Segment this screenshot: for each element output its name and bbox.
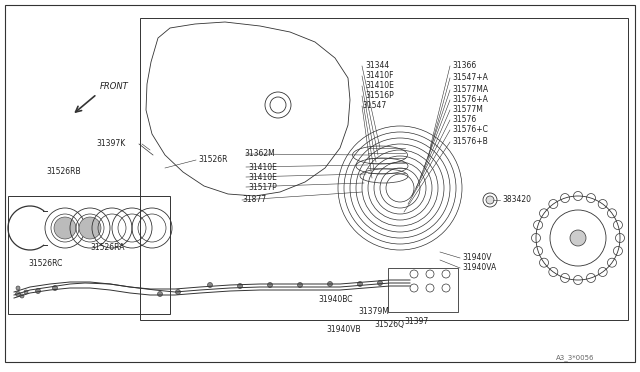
Text: 31940V: 31940V <box>462 253 492 263</box>
Text: 31526RB: 31526RB <box>46 167 81 176</box>
Text: 31397K: 31397K <box>96 140 125 148</box>
Bar <box>140 18 628 320</box>
Text: 31410E: 31410E <box>248 173 277 182</box>
Text: 31877: 31877 <box>242 196 266 205</box>
Text: 31517P: 31517P <box>248 183 276 192</box>
Circle shape <box>358 282 362 286</box>
Circle shape <box>268 282 273 288</box>
Text: 31547: 31547 <box>362 102 387 110</box>
Circle shape <box>54 217 76 239</box>
Text: 31526R: 31526R <box>198 155 227 164</box>
Text: 31576+A: 31576+A <box>452 96 488 105</box>
Text: 31577M: 31577M <box>452 106 483 115</box>
Text: 31410E: 31410E <box>365 81 394 90</box>
Text: 31526RA: 31526RA <box>90 244 125 253</box>
Bar <box>8 196 170 314</box>
Text: 31344: 31344 <box>365 61 389 71</box>
Circle shape <box>298 282 303 288</box>
Text: 31397: 31397 <box>404 317 428 327</box>
Circle shape <box>52 285 58 291</box>
Circle shape <box>24 290 28 294</box>
Circle shape <box>16 286 20 290</box>
Text: 31577MA: 31577MA <box>452 86 488 94</box>
Text: 31576+C: 31576+C <box>452 125 488 135</box>
Text: 31362M: 31362M <box>244 150 275 158</box>
Text: 31940BC: 31940BC <box>318 295 353 305</box>
Circle shape <box>570 230 586 246</box>
Circle shape <box>20 294 24 298</box>
Circle shape <box>79 217 101 239</box>
Circle shape <box>207 282 212 288</box>
Text: FRONT: FRONT <box>100 82 129 91</box>
Text: 31516P: 31516P <box>365 92 394 100</box>
Text: 31576+B: 31576+B <box>452 138 488 147</box>
Text: 31379M: 31379M <box>358 308 389 317</box>
Circle shape <box>378 280 383 285</box>
Text: 31526RC: 31526RC <box>28 260 62 269</box>
Circle shape <box>15 292 20 296</box>
Circle shape <box>486 196 494 204</box>
Text: 31410E: 31410E <box>248 163 277 171</box>
Text: 31940VB: 31940VB <box>326 326 360 334</box>
Text: 31940VA: 31940VA <box>462 263 496 273</box>
Text: A3_3*0056: A3_3*0056 <box>556 355 595 361</box>
Text: 31366: 31366 <box>452 61 476 71</box>
Circle shape <box>35 289 40 294</box>
Text: 383420: 383420 <box>502 196 531 205</box>
Text: 31576: 31576 <box>452 115 476 125</box>
Text: 31547+A: 31547+A <box>452 74 488 83</box>
Text: 31410F: 31410F <box>365 71 394 80</box>
Circle shape <box>328 282 333 286</box>
Circle shape <box>157 292 163 296</box>
Circle shape <box>175 289 180 295</box>
Bar <box>388 268 458 312</box>
Text: 31526Q: 31526Q <box>374 320 404 328</box>
Circle shape <box>237 283 243 289</box>
